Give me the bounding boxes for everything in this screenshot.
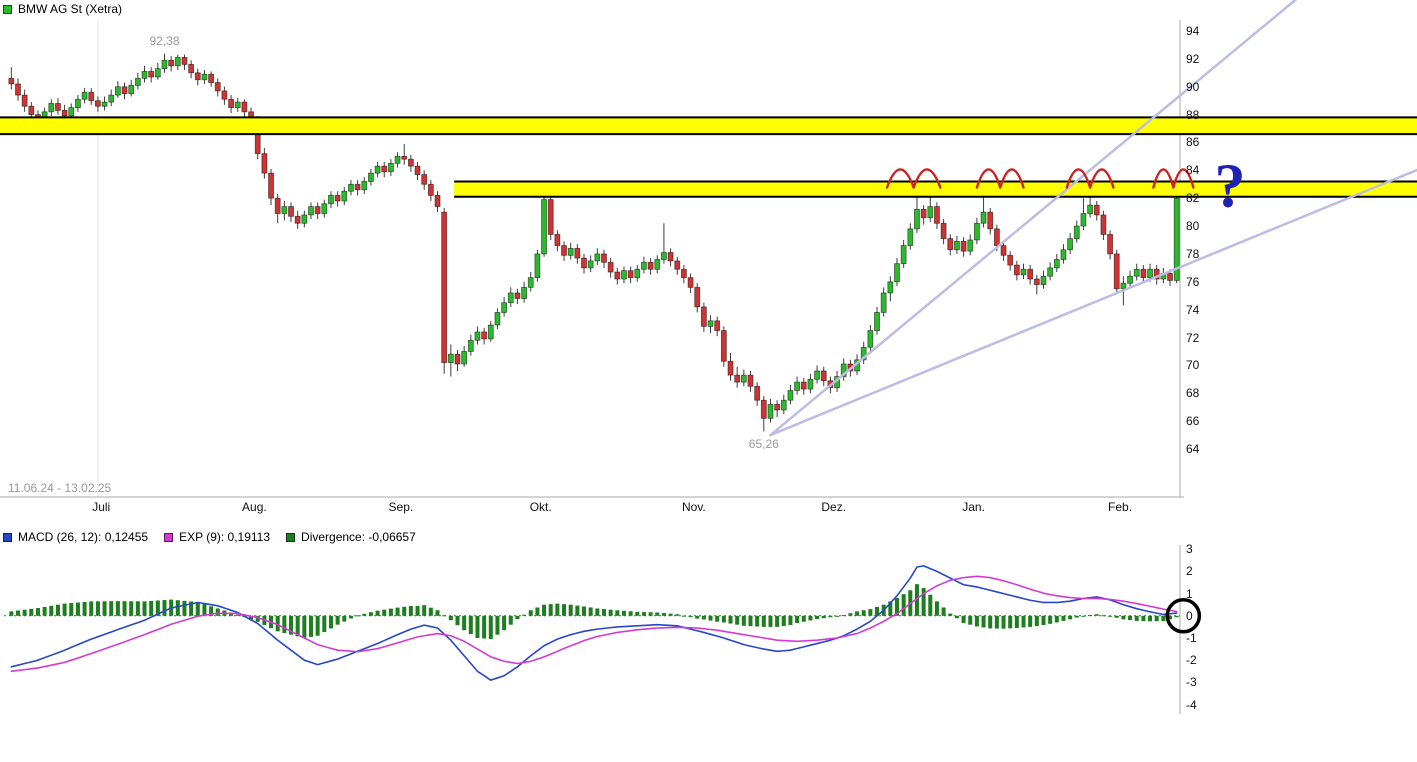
legend-item-divergence: Divergence: -0,06657 [286,530,416,544]
indicator-legend: MACD (26, 12): 0,12455 EXP (9): 0,19113 … [3,530,416,544]
legend-label-divergence: Divergence: -0,06657 [301,530,416,544]
title-marker-icon [3,4,12,14]
legend-swatch-divergence [286,532,296,542]
chart-title: BMW AG St (Xetra) [18,2,123,16]
legend-item-exp: EXP (9): 0,19113 [164,530,270,544]
legend-swatch-macd [3,532,12,542]
legend-item-macd: MACD (26, 12): 0,12455 [3,530,148,544]
chart-title-bar: BMW AG St (Xetra) [3,2,122,16]
legend-label-macd: MACD (26, 12): 0,12455 [18,530,149,544]
legend-swatch-exp [164,532,174,542]
legend-label-exp: EXP (9): 0,19113 [179,530,271,544]
